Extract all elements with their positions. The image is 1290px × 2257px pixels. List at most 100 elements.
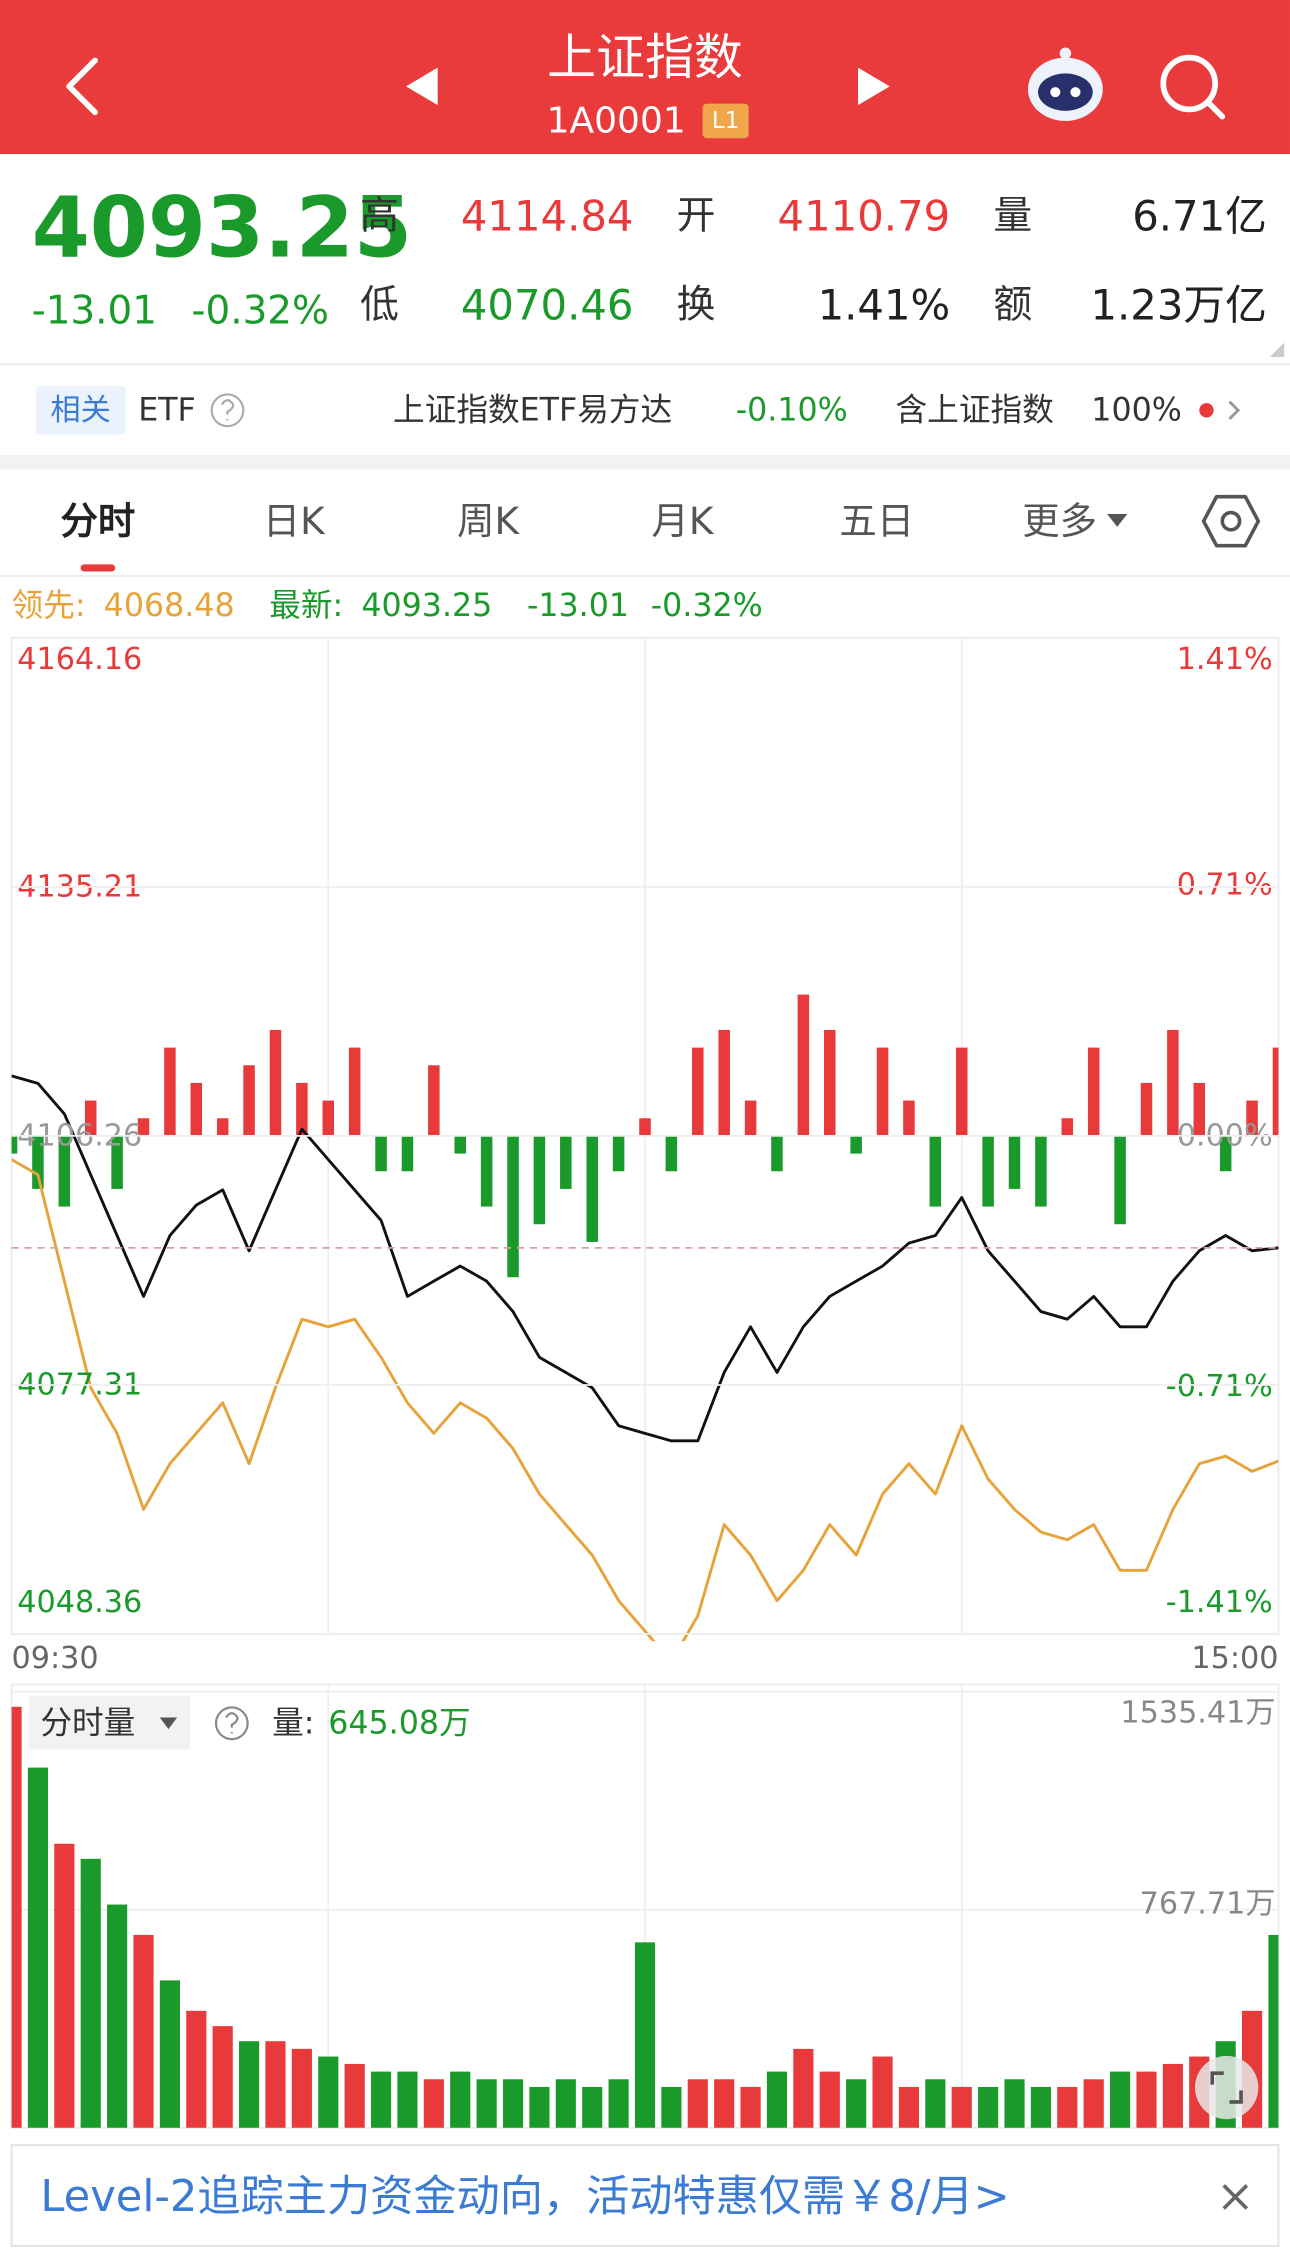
x-tick-label: 09:30	[12, 1641, 99, 1676]
strength-bar	[507, 1135, 519, 1278]
tab-active[interactable]: 分时	[60, 499, 135, 543]
stat-value: 4114.84	[461, 191, 634, 240]
search-button[interactable]	[1160, 54, 1226, 120]
volume-bar	[687, 2079, 708, 2128]
help-icon[interactable]	[214, 1706, 249, 1741]
stat-label: 量	[993, 193, 1032, 238]
volume-bar	[370, 2071, 392, 2128]
banner-text[interactable]: Level-2追踪主力资金动向，活动特惠仅需￥8/月>	[40, 2172, 1009, 2222]
banner[interactable]	[10, 2144, 1280, 2247]
volume-bar	[1030, 2086, 1051, 2128]
banner-close[interactable]	[1222, 2184, 1249, 2210]
robot-face	[1038, 73, 1093, 111]
strength-bar	[58, 1135, 71, 1207]
strength-bar	[1167, 1029, 1179, 1136]
volume-bar	[133, 1934, 154, 2128]
strength-bar	[137, 1118, 150, 1136]
section-gap	[0, 454, 1290, 470]
volume-bar	[450, 2071, 471, 2128]
volume-selector[interactable]: 分时量	[40, 1705, 135, 1741]
strength-bar	[243, 1065, 255, 1136]
strength-bar	[32, 1135, 44, 1189]
volume-bar	[476, 2079, 497, 2128]
strength-bar	[1061, 1118, 1074, 1136]
strength-bar	[560, 1135, 572, 1189]
tab[interactable]: 月K	[651, 499, 714, 543]
settings-icon	[1201, 494, 1261, 548]
back-button[interactable]	[66, 57, 98, 116]
volume-bar	[793, 2048, 814, 2128]
fund-name: 上证指数ETF易方达	[393, 392, 672, 428]
corner-mark	[1269, 342, 1285, 358]
volume-bars	[11, 1706, 1279, 2128]
robot-button[interactable]	[1027, 47, 1103, 121]
volume-current: 645.08万	[328, 1705, 470, 1741]
strength-bar	[454, 1135, 466, 1154]
y2-tick-label: -1.41%	[1166, 1585, 1273, 1620]
tab[interactable]: 周K	[457, 499, 520, 543]
chevron	[1228, 400, 1241, 420]
volume-bar	[634, 1942, 656, 2128]
tab-underline	[80, 564, 116, 572]
stat-label: 高	[360, 193, 399, 238]
latest-value: 4093.25	[361, 588, 492, 624]
strength-bar	[586, 1135, 598, 1242]
strength-bar	[639, 1118, 651, 1136]
settings-button[interactable]	[1201, 494, 1261, 548]
tab[interactable]: 日K	[263, 499, 326, 543]
price-lines	[11, 1074, 1279, 1642]
volume-bar	[107, 1904, 128, 2128]
strength-bar	[322, 1100, 335, 1136]
next-button[interactable]	[858, 67, 890, 106]
strength-bar	[1114, 1135, 1126, 1225]
volume-bar	[11, 1706, 22, 2128]
latest-pct: -0.32%	[651, 588, 763, 624]
stat-label: 换	[677, 283, 716, 328]
strength-bar	[111, 1135, 123, 1189]
strength-bar	[375, 1135, 387, 1172]
search-icon	[1160, 54, 1218, 113]
volume-bar	[1004, 2079, 1025, 2128]
stat-value: 4070.46	[461, 281, 634, 330]
strength-bar	[1035, 1135, 1047, 1207]
volume-bar	[159, 1980, 180, 2128]
volume-bar	[925, 2079, 946, 2128]
volume-bar	[898, 2086, 920, 2128]
strength-bar	[11, 1135, 18, 1154]
strength-bar	[428, 1065, 440, 1136]
etf-row[interactable]: 相关 ETF 上证指数ETF易方达 -0.10% 含上证指数 100%	[36, 385, 1241, 435]
strength-bar	[797, 994, 810, 1136]
strength-bar	[1193, 1082, 1206, 1136]
etf-name: ETF	[138, 392, 196, 428]
volume-bar	[291, 2048, 312, 2128]
strength-bar	[718, 1029, 730, 1136]
strength-bar	[1140, 1082, 1153, 1136]
stat-label: 额	[993, 283, 1032, 328]
strength-bar	[1008, 1135, 1021, 1189]
volume-bar	[1110, 2071, 1131, 2128]
tag: 相关	[50, 393, 110, 428]
tab[interactable]: 更多	[1022, 499, 1097, 543]
volume-bar	[846, 2079, 867, 2128]
volume-bar	[740, 2086, 761, 2128]
change: -13.01	[32, 288, 157, 333]
volume-bar	[978, 2086, 999, 2128]
strength-bar	[903, 1100, 915, 1136]
strength-bar	[692, 1047, 704, 1136]
volume-bar	[1268, 1934, 1279, 2128]
expand-button[interactable]	[1194, 2055, 1259, 2120]
volume-bar	[582, 2086, 603, 2128]
strength-bar	[1219, 1135, 1232, 1172]
red-dot	[1199, 403, 1214, 418]
volume-bar	[1057, 2086, 1078, 2128]
volume-selector-box[interactable]	[28, 1695, 191, 1750]
strength-bar	[1272, 1047, 1279, 1136]
y2-tick-label: -0.71%	[1166, 1369, 1273, 1404]
tab[interactable]: 五日	[839, 499, 914, 543]
volume-bar	[212, 2026, 233, 2128]
volume-bar	[714, 2079, 735, 2128]
badge-box	[702, 103, 749, 139]
prev-button[interactable]	[406, 67, 438, 106]
dropdown-arrow	[159, 1717, 178, 1730]
header-code: 1A0001	[547, 100, 686, 141]
